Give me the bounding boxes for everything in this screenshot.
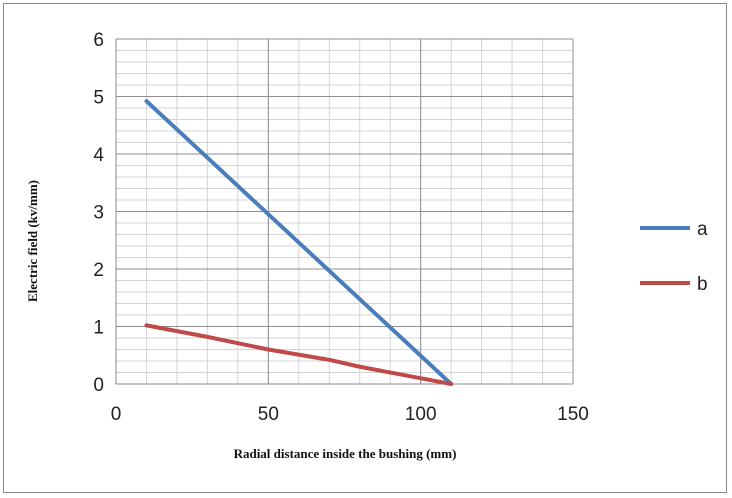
x-tick-labels: 0 50 100 150 <box>111 404 589 425</box>
major-gridlines <box>115 38 574 385</box>
x-tick-label: 100 <box>405 404 437 425</box>
legend-label-b: b <box>697 274 708 295</box>
x-tick-label: 150 <box>557 404 589 425</box>
y-tick-label: 0 <box>93 375 104 396</box>
series-line-b <box>144 323 454 386</box>
y-tick-label: 5 <box>93 88 104 109</box>
y-tick-label: 4 <box>93 145 104 166</box>
x-tick-label: 50 <box>258 404 279 425</box>
y-axis-title: Electric field (kv/mm) <box>25 180 40 302</box>
y-tick-label: 1 <box>93 318 104 339</box>
legend: ab <box>640 219 708 295</box>
series-lines <box>144 99 454 386</box>
y-tick-label: 2 <box>93 260 104 281</box>
y-tick-label: 3 <box>93 203 104 224</box>
x-axis-title: Radial distance inside the bushing (mm) <box>234 446 457 461</box>
y-tick-labels: 0 1 2 3 4 5 6 <box>93 30 104 396</box>
legend-label-a: a <box>697 219 708 240</box>
axes <box>115 39 573 385</box>
series-line-a <box>144 99 454 386</box>
y-tick-label: 6 <box>93 30 104 51</box>
x-tick-label: 0 <box>111 404 122 425</box>
